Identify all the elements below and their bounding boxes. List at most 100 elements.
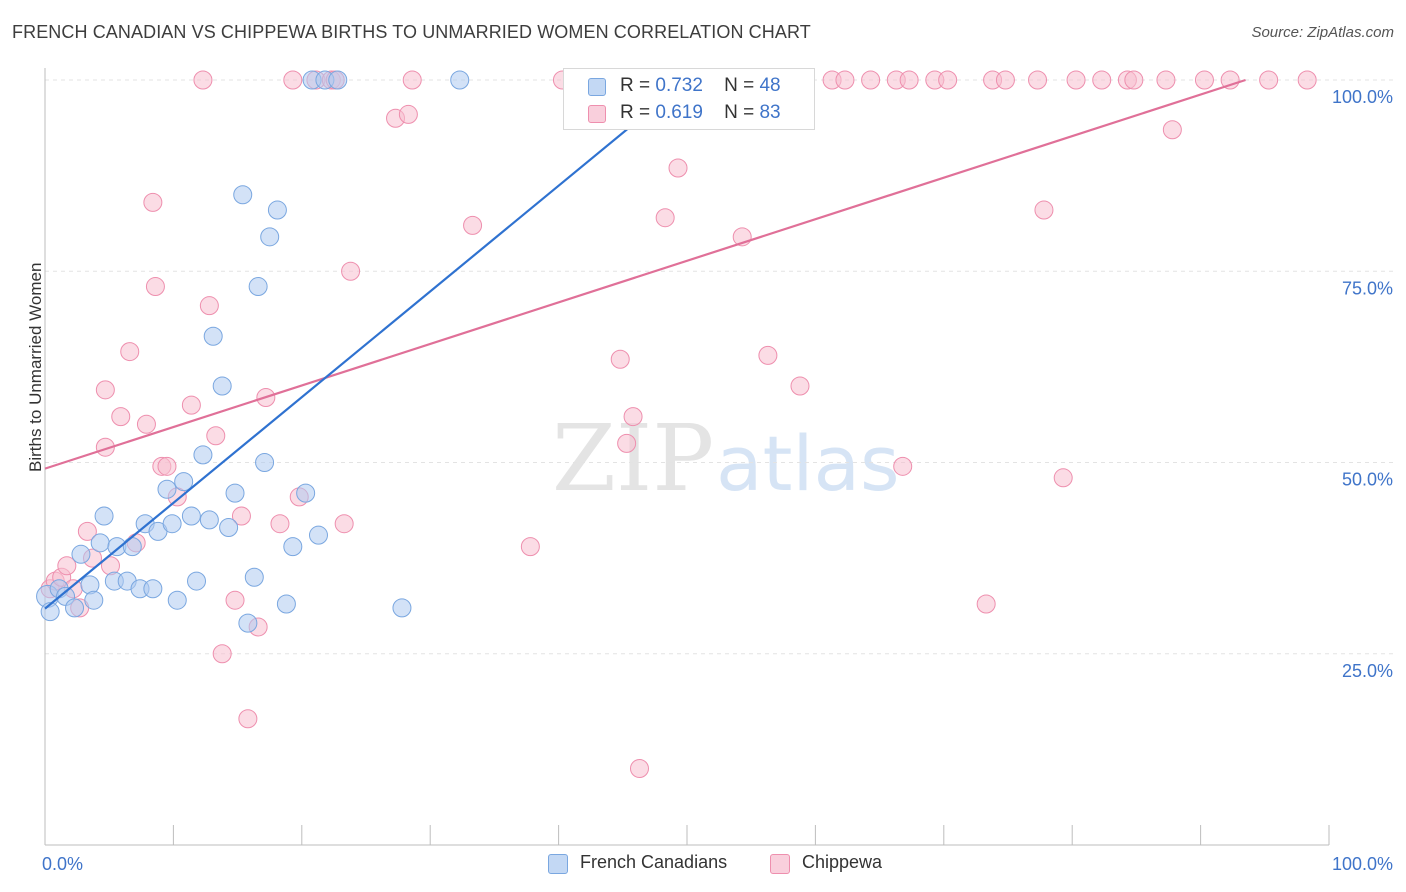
data-point: [861, 70, 881, 90]
data-point: [1028, 70, 1048, 90]
data-point: [212, 644, 232, 664]
r-label: R =: [620, 75, 651, 96]
n-label: N =: [724, 75, 755, 96]
chart-title: FRENCH CANADIAN VS CHIPPEWA BIRTHS TO UN…: [12, 22, 811, 42]
data-point: [283, 537, 303, 557]
legend-swatch-blue: [548, 854, 568, 874]
source-label: Source: ZipAtlas.com: [1251, 24, 1394, 41]
y-tick-label: 100.0%: [1332, 87, 1393, 107]
data-point: [267, 200, 287, 220]
data-point: [623, 407, 643, 427]
data-point: [1194, 70, 1214, 90]
data-point: [398, 104, 418, 124]
data-point: [193, 70, 213, 90]
data-point: [122, 537, 142, 557]
stats-legend: R = 0.732 N = 48 R = 0.619 N = 83: [563, 68, 815, 130]
data-point: [893, 456, 913, 476]
data-point: [308, 525, 328, 545]
data-point: [520, 537, 540, 557]
data-point: [231, 506, 251, 526]
data-point: [94, 506, 114, 526]
data-point: [463, 215, 483, 235]
data-point: [668, 158, 688, 178]
data-point: [629, 759, 649, 778]
stats-text: R = 0.732 N = 48: [620, 75, 781, 97]
x-tick-label: 0.0%: [42, 854, 83, 874]
data-point: [136, 414, 156, 434]
data-point: [212, 376, 232, 396]
data-point: [392, 598, 412, 618]
data-point: [193, 445, 213, 465]
data-point: [1092, 70, 1112, 90]
data-point: [238, 613, 258, 633]
data-point: [835, 70, 855, 90]
trend-lines: [44, 78, 1246, 610]
data-point: [238, 709, 258, 729]
trend-line-french-canadians: [44, 79, 688, 610]
data-point: [1124, 70, 1144, 90]
data-point: [199, 510, 219, 530]
data-point: [84, 590, 104, 610]
data-point: [244, 567, 264, 587]
data-point: [450, 70, 470, 90]
n-value: 48: [759, 75, 781, 96]
data-point: [617, 433, 637, 453]
legend-label: French Canadians: [580, 852, 728, 872]
data-point: [260, 227, 280, 247]
data-point: [995, 70, 1015, 90]
data-point: [1034, 200, 1054, 220]
data-point: [143, 192, 163, 212]
watermark: ZIP atlas: [552, 405, 900, 512]
data-point: [1297, 70, 1317, 90]
data-point: [157, 456, 177, 476]
data-point: [341, 261, 361, 281]
data-point: [225, 590, 245, 610]
data-point: [225, 483, 245, 503]
data-point: [181, 506, 201, 526]
data-point: [976, 594, 996, 614]
data-point: [233, 185, 253, 205]
data-point: [206, 426, 226, 446]
legend-swatch-pink: [588, 105, 606, 123]
y-tick-label: 50.0%: [1342, 470, 1393, 490]
grid-lines: [45, 79, 1395, 655]
x-tick-label: 100.0%: [1332, 854, 1393, 874]
data-point: [1066, 70, 1086, 90]
data-point: [758, 345, 778, 365]
data-point: [162, 514, 182, 534]
tick-labels: 25.0% 50.0% 75.0% 100.0% 0.0% 100.0%: [42, 87, 1393, 874]
data-point: [219, 518, 239, 538]
data-point: [181, 395, 201, 415]
n-value: 83: [759, 102, 781, 123]
data-point: [1162, 120, 1182, 140]
legend-label: Chippewa: [802, 852, 883, 872]
data-point: [95, 380, 115, 400]
watermark-atlas: atlas: [716, 419, 900, 508]
data-point: [610, 349, 630, 369]
data-point: [1053, 468, 1073, 488]
trend-line-chippewa: [44, 78, 1246, 470]
legend-swatch-blue: [588, 78, 606, 96]
data-point: [120, 342, 140, 362]
data-point: [145, 277, 165, 297]
data-point: [203, 326, 223, 346]
r-value: 0.732: [655, 75, 703, 96]
data-point: [187, 571, 207, 591]
data-point: [276, 594, 296, 614]
n-label: N =: [724, 102, 755, 123]
data-point: [296, 483, 316, 503]
data-point: [90, 533, 110, 553]
data-point: [111, 407, 131, 427]
data-point: [77, 521, 97, 541]
data-point: [402, 70, 422, 90]
data-point: [1156, 70, 1176, 90]
data-point: [167, 590, 187, 610]
data-point: [157, 479, 177, 499]
data-point: [199, 296, 219, 316]
stats-text: R = 0.619 N = 83: [620, 102, 781, 124]
data-point: [1259, 70, 1279, 90]
data-point: [938, 70, 958, 90]
data-point: [65, 598, 85, 618]
legend-swatch-pink: [770, 854, 790, 874]
